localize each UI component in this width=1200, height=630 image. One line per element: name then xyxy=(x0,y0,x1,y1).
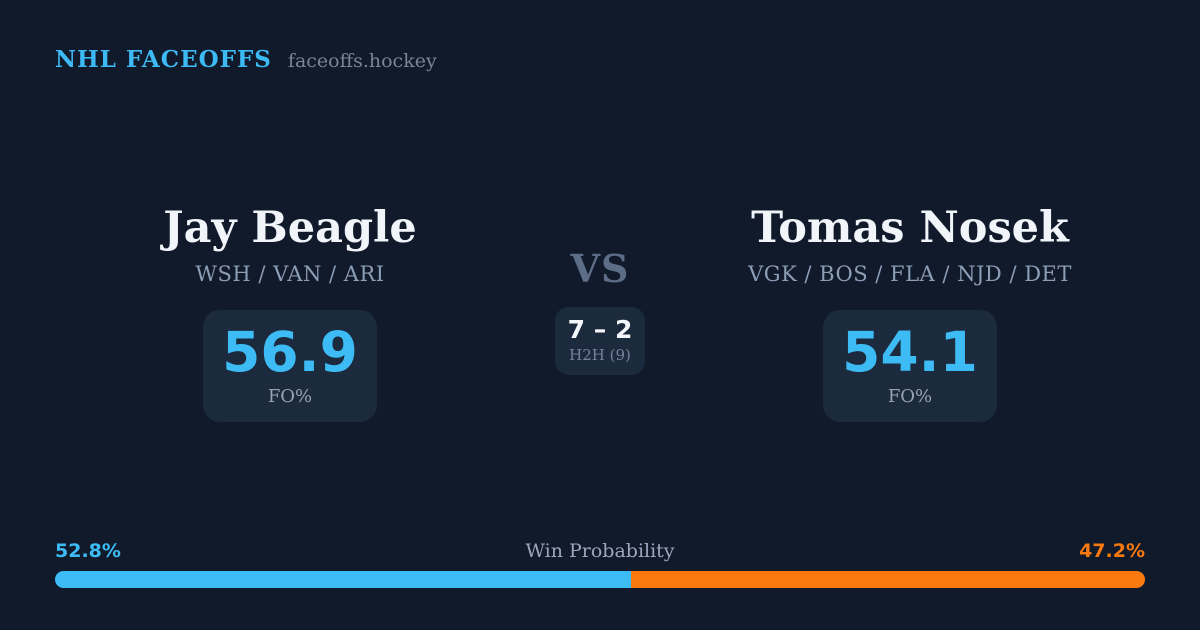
player-right-teams: VGK / BOS / FLA / NJD / DET xyxy=(748,262,1072,287)
player-right-stat-box: 54.1 FO% xyxy=(823,310,997,423)
player-right-column: Tomas Nosek VGK / BOS / FLA / NJD / DET … xyxy=(700,203,1120,423)
header: NHL FACEOFFS faceoffs.hockey xyxy=(55,46,437,73)
head-to-head-score: 7 – 2 xyxy=(567,315,633,345)
win-probability-title: Win Probability xyxy=(525,540,675,562)
win-probability-labels: 52.8% Win Probability 47.2% xyxy=(55,540,1145,562)
player-left-fo-label: FO% xyxy=(267,386,313,408)
site-url: faceoffs.hockey xyxy=(287,50,437,72)
player-left-name: Jay Beagle xyxy=(163,203,417,253)
win-probability-section: 52.8% Win Probability 47.2% xyxy=(55,540,1145,588)
win-probability-right-pct: 47.2% xyxy=(1079,540,1145,562)
player-right-fo-label: FO% xyxy=(887,386,933,408)
player-left-teams: WSH / VAN / ARI xyxy=(195,262,385,287)
win-probability-bar xyxy=(55,571,1145,588)
player-left-stat-box: 56.9 FO% xyxy=(203,310,377,423)
player-left-fo-value: 56.9 xyxy=(222,320,358,385)
win-probability-left-pct: 52.8% xyxy=(55,540,121,562)
vs-label: VS xyxy=(570,246,630,291)
head-to-head-label: H2H (9) xyxy=(569,346,631,365)
player-right-fo-value: 54.1 xyxy=(842,320,978,385)
head-to-head-box: 7 – 2 H2H (9) xyxy=(555,306,645,375)
win-probability-bar-right-segment xyxy=(630,571,1145,588)
player-right-name: Tomas Nosek xyxy=(751,203,1069,253)
brand-title: NHL FACEOFFS xyxy=(55,46,272,73)
matchup-center-column: VS 7 – 2 H2H (9) xyxy=(500,249,700,375)
player-left-column: Jay Beagle WSH / VAN / ARI 56.9 FO% xyxy=(80,203,500,423)
win-probability-bar-left-segment xyxy=(55,571,631,588)
